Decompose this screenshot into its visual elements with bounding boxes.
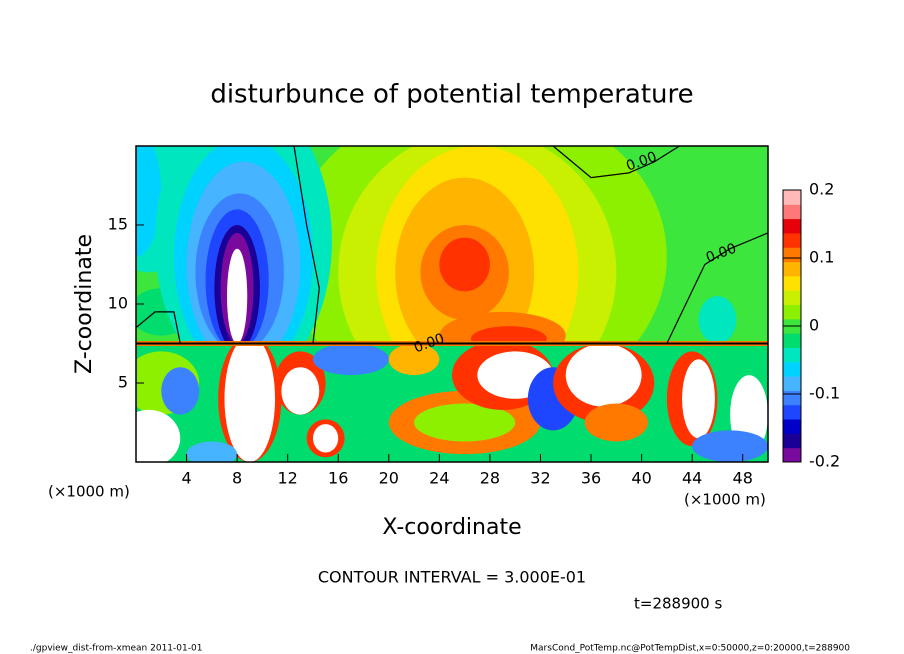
field-patch	[565, 343, 642, 407]
field-patch	[312, 343, 389, 376]
x-tick-label: 28	[480, 469, 500, 488]
x-tick-label: 48	[733, 469, 753, 488]
contour-interval: CONTOUR INTERVAL = 3.000E-01	[318, 568, 586, 587]
colorbar-segment	[783, 304, 801, 320]
field-patch	[281, 367, 320, 415]
y-tick-label: 10	[108, 294, 128, 313]
field-patch	[161, 367, 200, 415]
x-tick-label: 20	[379, 469, 399, 488]
colorbar-segment	[783, 419, 801, 434]
field-patch	[136, 409, 181, 462]
colorbar-segment	[783, 232, 801, 248]
footer: MarsCond_PotTemp.nc@PotTempDist,x=0:5000…	[530, 644, 850, 654]
colorbar-segment	[783, 261, 801, 277]
x-tick-label: 44	[682, 469, 702, 488]
x-unit: (×1000 m)	[48, 483, 130, 501]
field-patch	[388, 343, 440, 376]
x-tick-label: 36	[581, 469, 601, 488]
colorbar-tick-label: 0.2	[809, 180, 834, 199]
colorbar-segment	[783, 404, 801, 420]
field-patch	[227, 248, 248, 344]
field-lower	[136, 343, 768, 462]
colorbar-segment	[783, 361, 801, 377]
x-tick-label: 16	[328, 469, 348, 488]
x-unit: (×1000 m)	[684, 491, 766, 509]
colorbar-segment	[783, 218, 801, 234]
colorbar-segment	[783, 290, 801, 306]
field-upper	[136, 146, 768, 346]
field-patch	[414, 403, 516, 442]
colorbar-tick-label: 0.1	[809, 248, 834, 267]
contour-line	[135, 311, 181, 344]
contour-line	[552, 145, 680, 179]
field-patch	[692, 430, 768, 462]
field-patch	[224, 343, 276, 462]
footer: ./gpview_dist-from-xmean 2011-01-01	[30, 644, 202, 654]
colorbar-segment	[783, 433, 801, 449]
y-tick-label: 5	[118, 373, 128, 392]
colorbar-segment	[783, 333, 801, 348]
x-tick-label: 12	[278, 469, 298, 488]
field-patch	[186, 441, 238, 462]
x-tick-label: 32	[530, 469, 550, 488]
x-tick-label: 40	[631, 469, 651, 488]
field-patch	[136, 146, 162, 257]
time-label: t=288900 s	[634, 595, 722, 613]
colorbar-tick-label: -0.1	[809, 384, 840, 403]
colorbar-segment	[783, 275, 801, 291]
field-patch	[584, 403, 648, 442]
colorbar-segment	[783, 390, 801, 406]
contour-line	[666, 232, 769, 344]
field-patch	[439, 237, 490, 292]
field	[135, 145, 769, 462]
x-axis-label: X-coordinate	[382, 515, 521, 540]
x-tick-label: 24	[429, 469, 449, 488]
colorbar-segment	[783, 447, 801, 463]
contour-line	[293, 145, 320, 344]
colorbar-segment	[783, 190, 801, 205]
colorbar-tick-label: 0	[809, 316, 819, 335]
colorbar-segment	[783, 247, 801, 263]
colorbar-segment	[783, 204, 801, 220]
y-tick-label: 15	[108, 215, 128, 234]
colorbar-segment	[783, 376, 801, 391]
x-tick-label: 4	[181, 469, 191, 488]
x-tick-label: 8	[232, 469, 242, 488]
field-patch	[682, 359, 715, 439]
y-axis-label: Z-coordinate	[72, 234, 97, 374]
colorbar-tick-label: -0.2	[809, 452, 840, 471]
field-patch	[312, 424, 339, 453]
chart-title: disturbunce of potential temperature	[210, 80, 693, 110]
field-patch	[698, 296, 737, 344]
colorbar-segment	[783, 347, 801, 363]
